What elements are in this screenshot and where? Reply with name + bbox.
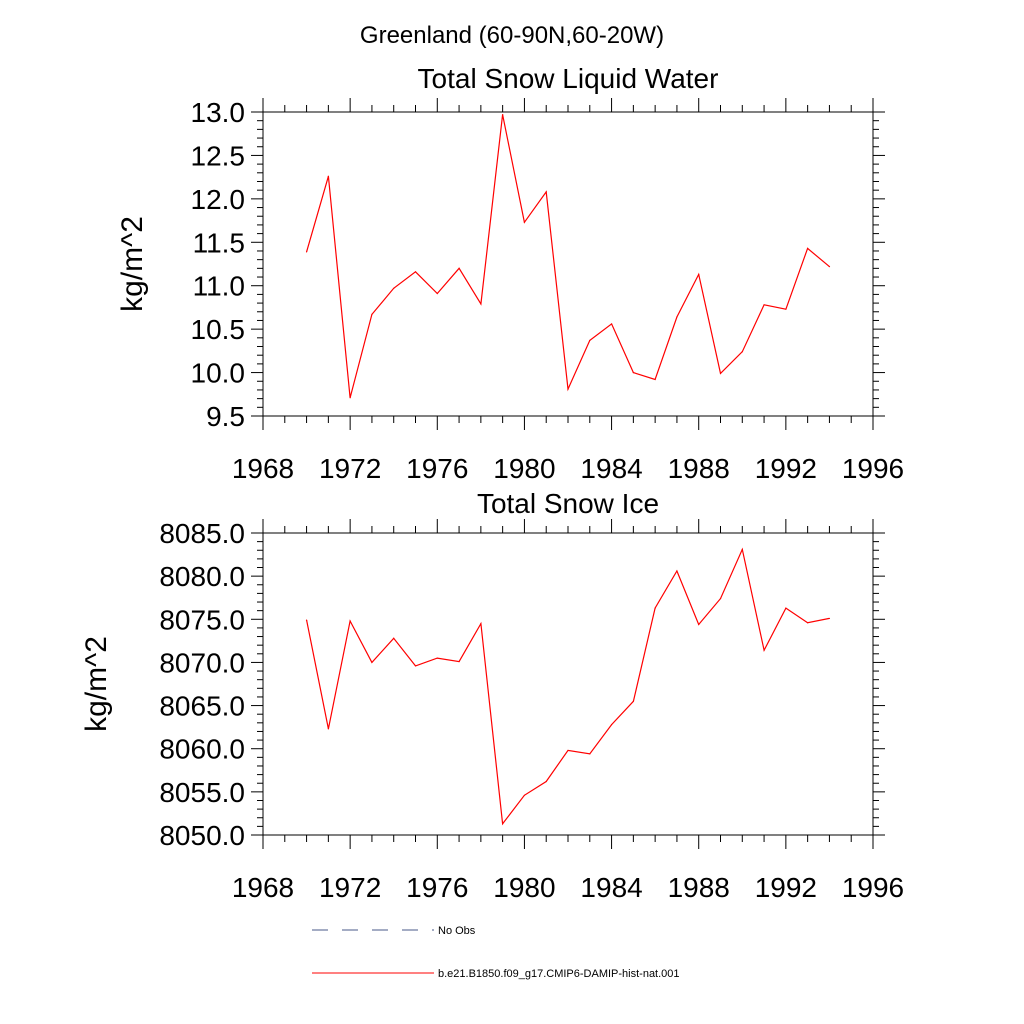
data-point: [502, 114, 504, 116]
legend: No Obs b.e21.B1850.f09_g17.CMIP6-DAMIP-h…: [312, 925, 680, 980]
data-point: [480, 623, 482, 625]
data-point: [719, 372, 722, 375]
y-tick-label: 10.0: [191, 358, 246, 389]
data-point: [828, 266, 831, 268]
figure-title: Greenland (60-90N,60-20W): [360, 22, 664, 49]
data-point: [654, 607, 656, 609]
x-tick-label: 1972: [319, 453, 381, 484]
y-tick-label: 12.0: [191, 184, 246, 215]
data-point: [480, 303, 482, 305]
x-tick-label: 1988: [668, 872, 730, 903]
y-axis-label: kg/m^2: [80, 636, 113, 732]
data-point: [545, 780, 547, 783]
data-point: [393, 637, 395, 639]
data-point: [393, 287, 395, 289]
data-point: [327, 175, 329, 177]
data-point: [349, 397, 351, 399]
data-point: [589, 339, 591, 342]
x-tick-label: 1984: [580, 453, 642, 484]
x-tick-label: 1972: [319, 872, 381, 903]
data-point: [676, 570, 678, 572]
chart-title: Total Snow Liquid Water: [418, 63, 719, 94]
data-point: [414, 665, 417, 667]
data-point: [741, 548, 743, 550]
data-point: [545, 191, 547, 193]
data-point: [523, 794, 526, 796]
data-point: [610, 723, 613, 726]
data-point: [719, 597, 722, 600]
data-point: [610, 323, 613, 325]
data-point: [567, 388, 569, 390]
x-tick-label: 1976: [406, 453, 468, 484]
chart-total-snow-ice: Total Snow Ice 8050.0 8055.0 8060.0 8065.0 80…: [80, 488, 904, 903]
data-point: [305, 619, 308, 621]
y-tick-label: 8075.0: [159, 604, 245, 635]
y-tick-label: 8050.0: [159, 820, 245, 851]
y-tick-label: 12.5: [191, 140, 246, 171]
x-tick-label: 1976: [406, 872, 468, 903]
x-tick-label: 1980: [493, 453, 555, 484]
y-tick-label: 10.5: [191, 314, 246, 345]
y-tick-label: 13.0: [191, 97, 246, 128]
legend-label-hist-nat: b.e21.B1850.f09_g17.CMIP6-DAMIP-hist-nat…: [438, 968, 680, 980]
data-point: [436, 292, 438, 295]
y-tick-label: 8060.0: [159, 734, 245, 765]
data-point: [785, 607, 787, 609]
y-tick-label: 8085.0: [159, 518, 245, 549]
x-tick-label: 1968: [232, 453, 294, 484]
x-tick-label: 1988: [668, 453, 730, 484]
x-tick-label: 1984: [580, 872, 642, 903]
series-line: [306, 114, 830, 398]
y-tick-label: 8070.0: [159, 647, 245, 678]
data-point: [502, 823, 504, 825]
data-point: [349, 620, 351, 622]
x-tick-label: 1996: [842, 453, 904, 484]
x-tick-label: 1992: [755, 872, 817, 903]
x-tick-label: 1968: [232, 872, 294, 903]
data-point: [567, 749, 569, 752]
y-tick-label: 8065.0: [159, 691, 245, 722]
chart-total-snow-liquid-water: Total Snow Liquid Water 9.5 10.0 10.5 11.0 11…: [116, 63, 904, 484]
chart-title: Total Snow Ice: [477, 488, 659, 519]
data-point: [698, 273, 700, 276]
y-tick-label: 11.5: [193, 227, 245, 258]
legend-label-no-obs: No Obs: [438, 925, 476, 937]
data-point: [676, 316, 678, 318]
y-tick-label: 11.0: [193, 271, 245, 302]
y-axis-label: kg/m^2: [116, 216, 149, 312]
data-point: [785, 308, 787, 310]
y-tick-label: 9.5: [206, 401, 245, 432]
data-point: [763, 304, 765, 306]
data-point: [458, 267, 460, 269]
data-point: [654, 378, 656, 381]
data-point: [741, 351, 743, 353]
data-point: [414, 271, 417, 273]
data-point: [807, 622, 809, 624]
data-point: [632, 700, 634, 702]
data-point: [371, 313, 373, 315]
plot-frame: [262, 111, 874, 417]
plot-frame: [262, 532, 874, 836]
x-tick-label: 1992: [755, 453, 817, 484]
data-point: [371, 661, 373, 664]
x-tick-label: 1996: [842, 872, 904, 903]
data-point: [458, 660, 460, 663]
data-point: [828, 617, 831, 620]
data-point: [327, 728, 329, 730]
data-point: [305, 251, 308, 253]
data-point: [698, 623, 700, 626]
data-point: [807, 247, 809, 249]
data-point: [523, 221, 526, 223]
data-point: [589, 753, 591, 755]
y-tick-label: 8080.0: [159, 561, 245, 592]
series-line: [306, 547, 830, 826]
data-point: [763, 649, 765, 651]
data-point: [632, 371, 634, 374]
y-tick-label: 8055.0: [159, 777, 245, 808]
data-point: [436, 657, 438, 659]
x-tick-label: 1980: [493, 872, 555, 903]
